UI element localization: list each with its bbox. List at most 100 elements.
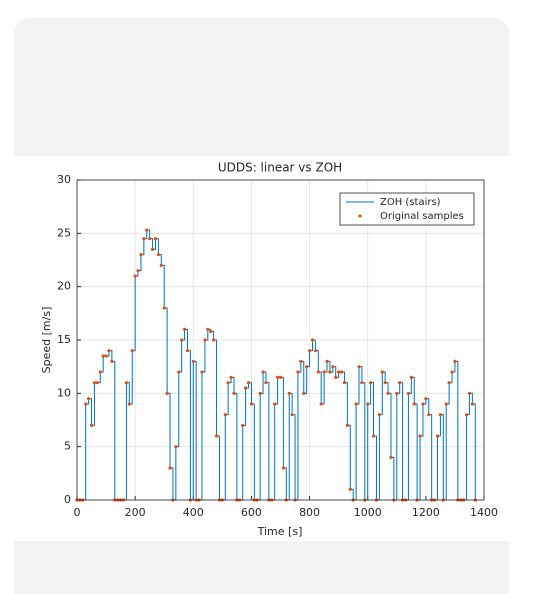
- sample-point: [246, 381, 251, 385]
- y-tick-label: 20: [57, 280, 71, 293]
- sample-point: [124, 381, 129, 385]
- sample-point: [447, 381, 451, 385]
- sample-point: [424, 397, 428, 401]
- sample-point: [275, 375, 280, 379]
- sample-point: [185, 349, 190, 353]
- sample-point: [287, 391, 291, 395]
- sample-point: [299, 359, 303, 363]
- sample-point: [212, 338, 216, 342]
- sample-point: [214, 434, 219, 438]
- x-tick-label: 1000: [354, 506, 382, 519]
- sample-point: [418, 434, 422, 438]
- sample-point: [412, 402, 416, 406]
- sample-point: [191, 359, 195, 363]
- sample-point: [305, 365, 309, 369]
- sample-point: [371, 434, 376, 438]
- sample-point: [162, 306, 166, 310]
- sample-point: [334, 375, 338, 379]
- sample-point: [339, 370, 344, 374]
- sample-point: [206, 327, 210, 331]
- sample-point: [366, 402, 370, 406]
- x-tick-label: 400: [183, 506, 204, 519]
- sample-point: [153, 237, 158, 241]
- sample-point: [427, 413, 431, 417]
- sample-point: [177, 370, 181, 374]
- chart-title: UDDS: linear vs ZOH: [218, 161, 342, 175]
- sample-point: [290, 413, 294, 417]
- sample-point: [200, 370, 204, 374]
- sample-point: [159, 263, 163, 267]
- sample-point: [92, 381, 97, 385]
- sample-point: [232, 391, 236, 395]
- sample-point: [168, 466, 172, 470]
- y-tick-label: 0: [64, 493, 71, 506]
- sample-point: [296, 370, 300, 374]
- sample-point: [278, 375, 283, 379]
- sample-point: [244, 386, 248, 390]
- sample-point: [223, 413, 227, 417]
- x-tick-label: 1200: [412, 506, 440, 519]
- sample-point: [389, 455, 393, 459]
- sample-point: [127, 402, 131, 406]
- x-tick-label: 600: [241, 506, 262, 519]
- sample-point: [369, 381, 373, 385]
- sample-point: [438, 413, 442, 417]
- sample-point: [98, 370, 102, 374]
- sample-point: [203, 338, 207, 342]
- x-tick-label: 800: [299, 506, 320, 519]
- sample-point: [464, 413, 469, 417]
- sample-point: [357, 365, 361, 369]
- sample-point: [104, 354, 108, 358]
- y-axis-label: Speed [m/s]: [40, 307, 53, 374]
- sample-point: [319, 402, 323, 406]
- sample-point: [302, 391, 306, 395]
- sample-point: [180, 338, 184, 342]
- x-axis-label: Time [s]: [257, 525, 303, 538]
- sample-point: [110, 359, 114, 363]
- sample-point: [470, 402, 474, 406]
- sample-point: [467, 391, 472, 395]
- sample-point: [444, 402, 448, 406]
- x-tick-label: 1400: [470, 506, 498, 519]
- sample-point: [342, 381, 347, 385]
- sample-point: [136, 269, 140, 273]
- sample-point: [395, 391, 399, 395]
- sample-point: [322, 370, 326, 374]
- sample-point: [209, 329, 213, 334]
- sample-point: [139, 253, 143, 257]
- sample-point: [409, 375, 413, 379]
- sample-point: [383, 381, 387, 385]
- sample-point: [130, 349, 134, 353]
- sample-point: [156, 253, 160, 257]
- sample-point: [435, 434, 440, 438]
- y-tick-label: 30: [57, 173, 71, 186]
- legend-label: Original samples: [380, 211, 464, 222]
- sample-point: [107, 349, 111, 353]
- sample-point: [174, 445, 178, 449]
- sample-point: [398, 381, 402, 385]
- sample-point: [273, 402, 277, 406]
- sample-point: [261, 370, 265, 374]
- sample-point: [316, 370, 320, 374]
- axes-box: [76, 179, 485, 501]
- sample-point: [386, 391, 390, 395]
- sample-point: [348, 487, 352, 491]
- sample-point: [331, 365, 335, 369]
- y-tick-label: 25: [57, 226, 71, 239]
- y-tick-label: 5: [64, 440, 71, 453]
- sample-point: [354, 402, 358, 406]
- sample-point: [310, 338, 315, 342]
- sample-point: [360, 381, 364, 385]
- sample-point: [229, 375, 233, 379]
- sample-point: [325, 359, 329, 363]
- bottom-panel: [14, 541, 509, 594]
- legend-swatch: [358, 214, 362, 218]
- sample-point: [148, 237, 152, 241]
- sample-point: [226, 381, 230, 385]
- x-tick-label: 200: [125, 506, 146, 519]
- sample-point: [328, 370, 332, 374]
- y-tick-label: 15: [57, 333, 71, 346]
- legend-label: ZOH (stairs): [380, 197, 441, 208]
- sample-point: [249, 402, 254, 406]
